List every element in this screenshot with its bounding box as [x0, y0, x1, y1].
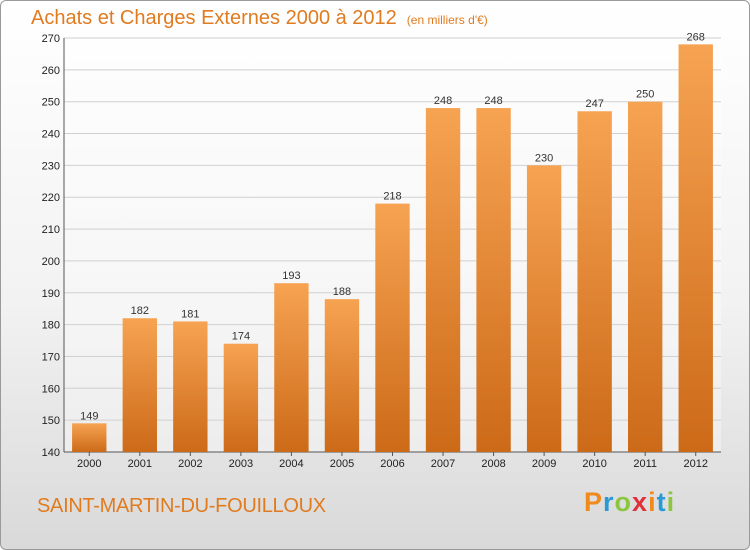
bar-2005	[324, 299, 360, 452]
bar-2004	[274, 283, 309, 452]
bar-2011	[628, 101, 663, 452]
logo-letter: i	[666, 487, 676, 517]
x-tick-label: 2009	[532, 458, 556, 470]
x-tick-label: 2010	[582, 458, 606, 470]
bar-value-label: 182	[131, 305, 149, 317]
bar-value-label: 248	[434, 95, 452, 107]
bar-value-label: 247	[585, 98, 603, 110]
bar-2003	[223, 343, 259, 452]
logo-letter: r	[603, 487, 615, 517]
bar-2000	[72, 423, 107, 452]
bar-value-label: 181	[181, 308, 199, 320]
x-tick-label: 2003	[229, 458, 253, 470]
logo-letter: i	[648, 487, 657, 517]
bar-2007	[425, 108, 461, 453]
logo-letter: P	[584, 487, 604, 517]
bar-value-label: 248	[484, 95, 502, 107]
logo-letter: t	[656, 487, 667, 517]
bar-2009	[526, 165, 562, 452]
bar-value-label: 250	[636, 89, 654, 101]
y-tick-label: 210	[42, 224, 60, 236]
bar-2002	[173, 321, 208, 452]
bar-2012	[678, 44, 713, 452]
chart-title-text: Achats et Charges Externes 2000 à 2012	[31, 7, 397, 29]
y-tick-label: 250	[42, 97, 60, 109]
y-tick-label: 270	[42, 33, 60, 45]
logo-letter: o	[614, 487, 633, 517]
proxiti-logo: Proxiti	[584, 487, 675, 518]
bar-2001	[122, 318, 157, 452]
x-tick-label: 2012	[683, 458, 707, 470]
bar-value-label: 188	[333, 286, 351, 298]
chart-title: Achats et Charges Externes 2000 à 2012 (e…	[31, 7, 488, 30]
logo-letter: x	[632, 487, 649, 517]
x-tick-label: 2006	[380, 458, 404, 470]
x-tick-label: 2002	[178, 458, 202, 470]
x-tick-label: 2008	[481, 458, 505, 470]
bar-value-label: 174	[232, 331, 250, 343]
y-tick-label: 230	[42, 160, 60, 172]
y-tick-label: 260	[42, 65, 60, 77]
y-tick-label: 170	[42, 351, 60, 363]
x-tick-label: 2004	[279, 458, 303, 470]
y-tick-label: 190	[42, 288, 60, 300]
bar-value-label: 193	[282, 270, 300, 282]
y-tick-label: 240	[42, 129, 60, 141]
y-tick-label: 200	[42, 256, 60, 268]
x-tick-label: 2007	[431, 458, 455, 470]
bar-value-label: 230	[535, 152, 553, 164]
y-tick-label: 220	[42, 192, 60, 204]
bar-value-label: 268	[687, 31, 705, 43]
commune-name: SAINT-MARTIN-DU-FOUILLOUX	[37, 495, 326, 517]
x-tick-label: 2001	[128, 458, 152, 470]
y-tick-label: 140	[42, 447, 60, 459]
y-tick-label: 180	[42, 320, 60, 332]
x-tick-label: 2011	[633, 458, 657, 470]
bar-2008	[476, 108, 511, 453]
x-tick-label: 2005	[330, 458, 354, 470]
bar-value-label: 218	[383, 191, 401, 203]
bar-2006	[375, 203, 410, 452]
x-tick-label: 2000	[77, 458, 101, 470]
chart-subtitle: (en milliers d'€)	[406, 13, 488, 27]
y-tick-label: 150	[42, 415, 60, 427]
bar-2010	[577, 111, 612, 452]
bar-value-label: 149	[80, 410, 98, 422]
y-tick-label: 160	[42, 383, 60, 395]
